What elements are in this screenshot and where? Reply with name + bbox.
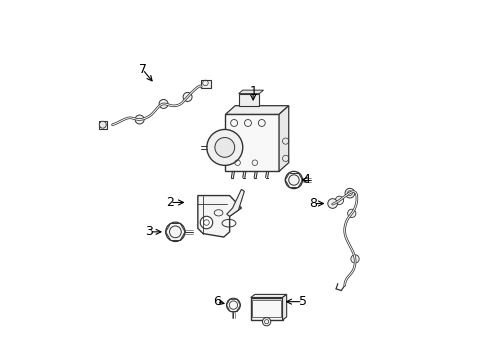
Circle shape: [159, 99, 168, 108]
Circle shape: [135, 115, 144, 124]
Circle shape: [345, 188, 354, 198]
Polygon shape: [225, 106, 288, 114]
Circle shape: [206, 130, 242, 165]
Text: 7: 7: [138, 63, 146, 76]
Bar: [225, 114, 279, 171]
Circle shape: [226, 298, 240, 312]
Circle shape: [215, 138, 234, 157]
Polygon shape: [279, 106, 288, 171]
Text: 5: 5: [298, 295, 306, 308]
Circle shape: [335, 196, 343, 204]
Circle shape: [347, 209, 355, 217]
Bar: [250, 297, 282, 320]
Text: 2: 2: [166, 196, 174, 209]
Bar: [238, 94, 259, 106]
Circle shape: [183, 93, 192, 102]
Text: 4: 4: [302, 174, 310, 186]
Text: 1: 1: [249, 85, 257, 98]
Circle shape: [327, 199, 337, 208]
Text: 8: 8: [309, 197, 317, 210]
Circle shape: [99, 121, 106, 128]
Bar: [99, 121, 107, 129]
Polygon shape: [282, 294, 286, 320]
Bar: [252, 300, 280, 317]
Polygon shape: [226, 189, 244, 216]
Circle shape: [165, 222, 184, 242]
Circle shape: [350, 255, 359, 263]
Bar: [201, 80, 210, 89]
Text: 6: 6: [212, 295, 221, 308]
Polygon shape: [198, 195, 241, 237]
Circle shape: [262, 318, 270, 326]
Circle shape: [200, 216, 212, 229]
Polygon shape: [238, 90, 263, 94]
Text: 3: 3: [145, 225, 153, 238]
Circle shape: [285, 171, 302, 189]
Polygon shape: [250, 294, 286, 297]
